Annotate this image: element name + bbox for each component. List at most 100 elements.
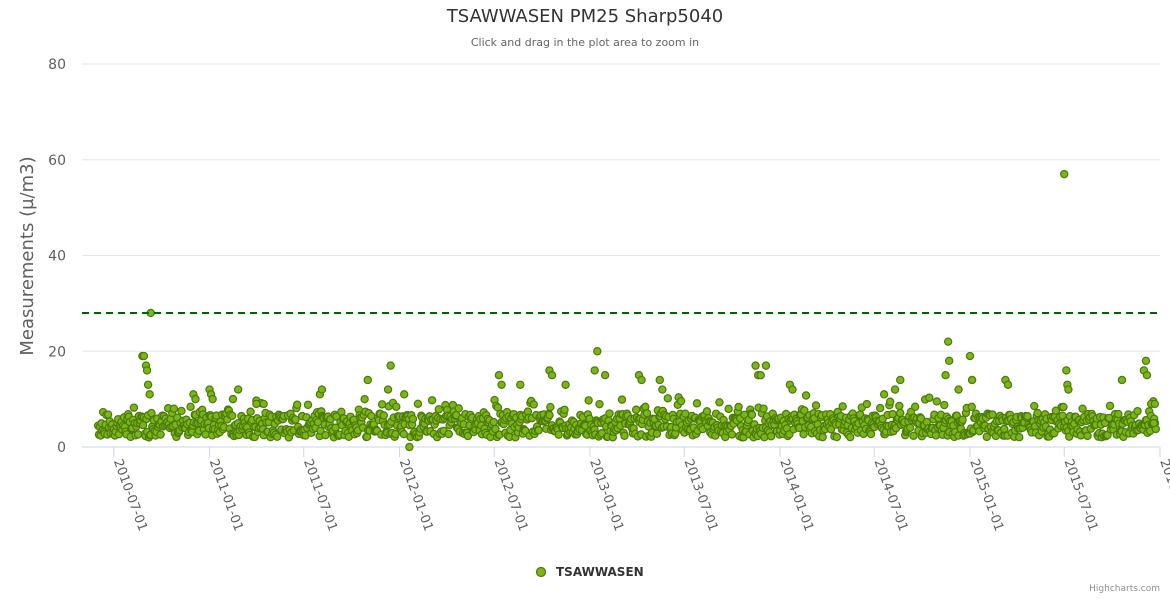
data-point[interactable] xyxy=(1064,385,1073,394)
data-point[interactable] xyxy=(944,356,954,366)
data-point[interactable] xyxy=(761,361,771,370)
data-point[interactable] xyxy=(1078,404,1087,413)
data-point[interactable] xyxy=(489,417,498,427)
data-point[interactable] xyxy=(1051,406,1061,415)
data-point[interactable] xyxy=(494,370,504,380)
data-point[interactable] xyxy=(145,390,154,399)
data-point[interactable] xyxy=(547,370,557,380)
data-point[interactable] xyxy=(958,415,967,424)
data-point[interactable] xyxy=(941,370,950,380)
data-point[interactable] xyxy=(554,430,563,439)
data-point[interactable] xyxy=(434,405,443,414)
data-point[interactable] xyxy=(1150,399,1159,409)
data-point[interactable] xyxy=(617,395,627,404)
data-point[interactable] xyxy=(905,423,915,432)
data-point[interactable] xyxy=(129,403,139,412)
data-point[interactable] xyxy=(832,432,842,442)
data-point[interactable] xyxy=(228,394,238,404)
data-point[interactable] xyxy=(788,385,797,394)
data-point[interactable] xyxy=(497,380,506,389)
data-point[interactable] xyxy=(593,347,602,356)
data-point[interactable] xyxy=(169,404,179,413)
data-point[interactable] xyxy=(186,402,195,411)
data-point[interactable] xyxy=(383,385,393,394)
data-point[interactable] xyxy=(967,375,977,385)
data-point[interactable] xyxy=(454,404,463,413)
data-point[interactable] xyxy=(561,380,570,389)
data-point[interactable] xyxy=(799,429,808,439)
data-point[interactable] xyxy=(838,402,847,411)
data-point[interactable] xyxy=(910,402,920,411)
data-point[interactable] xyxy=(818,432,827,442)
data-point[interactable] xyxy=(191,394,200,404)
data-point[interactable] xyxy=(954,385,963,394)
data-point[interactable] xyxy=(1142,370,1152,380)
data-point[interactable] xyxy=(925,393,934,402)
data-point[interactable] xyxy=(405,442,414,452)
data-point[interactable] xyxy=(909,431,918,440)
data-point[interactable] xyxy=(890,385,900,394)
data-point[interactable] xyxy=(652,429,662,438)
data-point[interactable] xyxy=(233,385,243,394)
data-point[interactable] xyxy=(702,407,712,416)
data-point[interactable] xyxy=(747,410,757,419)
data-point[interactable] xyxy=(751,361,760,370)
data-point[interactable] xyxy=(147,408,156,418)
data-point[interactable] xyxy=(965,351,975,361)
data-point[interactable] xyxy=(692,399,702,408)
data-point[interactable] xyxy=(801,391,811,400)
data-point[interactable] xyxy=(399,429,408,439)
data-point[interactable] xyxy=(879,390,889,399)
data-point[interactable] xyxy=(379,411,388,420)
data-point[interactable] xyxy=(1062,366,1071,375)
data-point[interactable] xyxy=(386,361,395,370)
data-point[interactable] xyxy=(932,397,942,406)
data-point[interactable] xyxy=(363,375,372,385)
data-point[interactable] xyxy=(866,429,876,439)
data-point[interactable] xyxy=(734,402,743,412)
data-point[interactable] xyxy=(637,375,646,385)
data-point[interactable] xyxy=(1023,412,1032,421)
data-point[interactable] xyxy=(943,337,953,346)
data-point[interactable] xyxy=(631,405,641,414)
data-point[interactable] xyxy=(988,410,997,419)
data-point[interactable] xyxy=(534,426,543,435)
data-points[interactable] xyxy=(93,169,1161,452)
data-point[interactable] xyxy=(885,397,895,406)
data-point[interactable] xyxy=(724,404,733,414)
data-point[interactable] xyxy=(600,370,610,380)
data-point[interactable] xyxy=(875,403,885,413)
data-point[interactable] xyxy=(156,430,165,439)
data-point[interactable] xyxy=(727,430,737,439)
data-point[interactable] xyxy=(663,394,672,403)
data-point[interactable] xyxy=(317,385,327,394)
data-point[interactable] xyxy=(142,366,152,375)
data-point[interactable] xyxy=(1059,402,1068,412)
data-point[interactable] xyxy=(895,401,904,411)
data-point[interactable] xyxy=(272,432,282,441)
data-point[interactable] xyxy=(177,406,186,416)
data-point[interactable] xyxy=(756,370,765,380)
data-point[interactable] xyxy=(1114,409,1123,419)
data-point[interactable] xyxy=(303,400,313,410)
data-point[interactable] xyxy=(516,380,525,389)
data-point[interactable] xyxy=(845,432,855,442)
data-point[interactable] xyxy=(658,385,667,394)
data-point[interactable] xyxy=(605,409,614,418)
data-point[interactable] xyxy=(103,410,113,419)
data-point[interactable] xyxy=(862,399,872,409)
data-point[interactable] xyxy=(546,402,555,412)
data-point[interactable] xyxy=(1015,433,1024,442)
data-point[interactable] xyxy=(655,375,664,385)
data-point[interactable] xyxy=(1141,356,1151,366)
data-point[interactable] xyxy=(811,401,821,410)
legend-marker-icon[interactable] xyxy=(535,566,547,578)
data-point[interactable] xyxy=(1133,406,1142,416)
data-point[interactable] xyxy=(940,400,949,410)
data-point[interactable] xyxy=(400,390,409,399)
data-point[interactable] xyxy=(620,431,629,440)
data-point[interactable] xyxy=(252,399,261,409)
data-point[interactable] xyxy=(228,411,237,420)
data-point[interactable] xyxy=(360,394,369,404)
